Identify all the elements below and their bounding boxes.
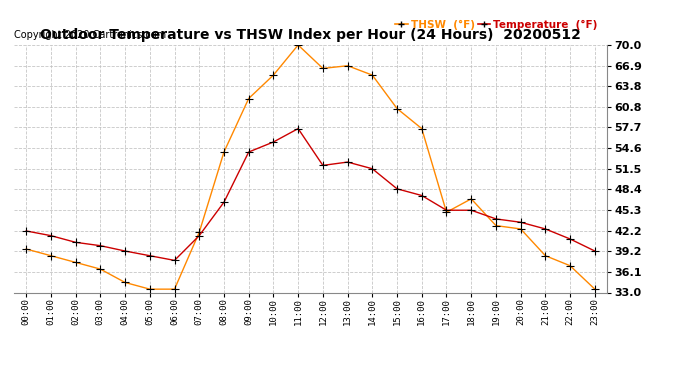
Title: Outdoor Temperature vs THSW Index per Hour (24 Hours)  20200512: Outdoor Temperature vs THSW Index per Ho…: [40, 28, 581, 42]
Legend: THSW  (°F), Temperature  (°F): THSW (°F), Temperature (°F): [391, 15, 602, 34]
Text: Copyright 2020 Cartronics.com: Copyright 2020 Cartronics.com: [14, 30, 166, 40]
